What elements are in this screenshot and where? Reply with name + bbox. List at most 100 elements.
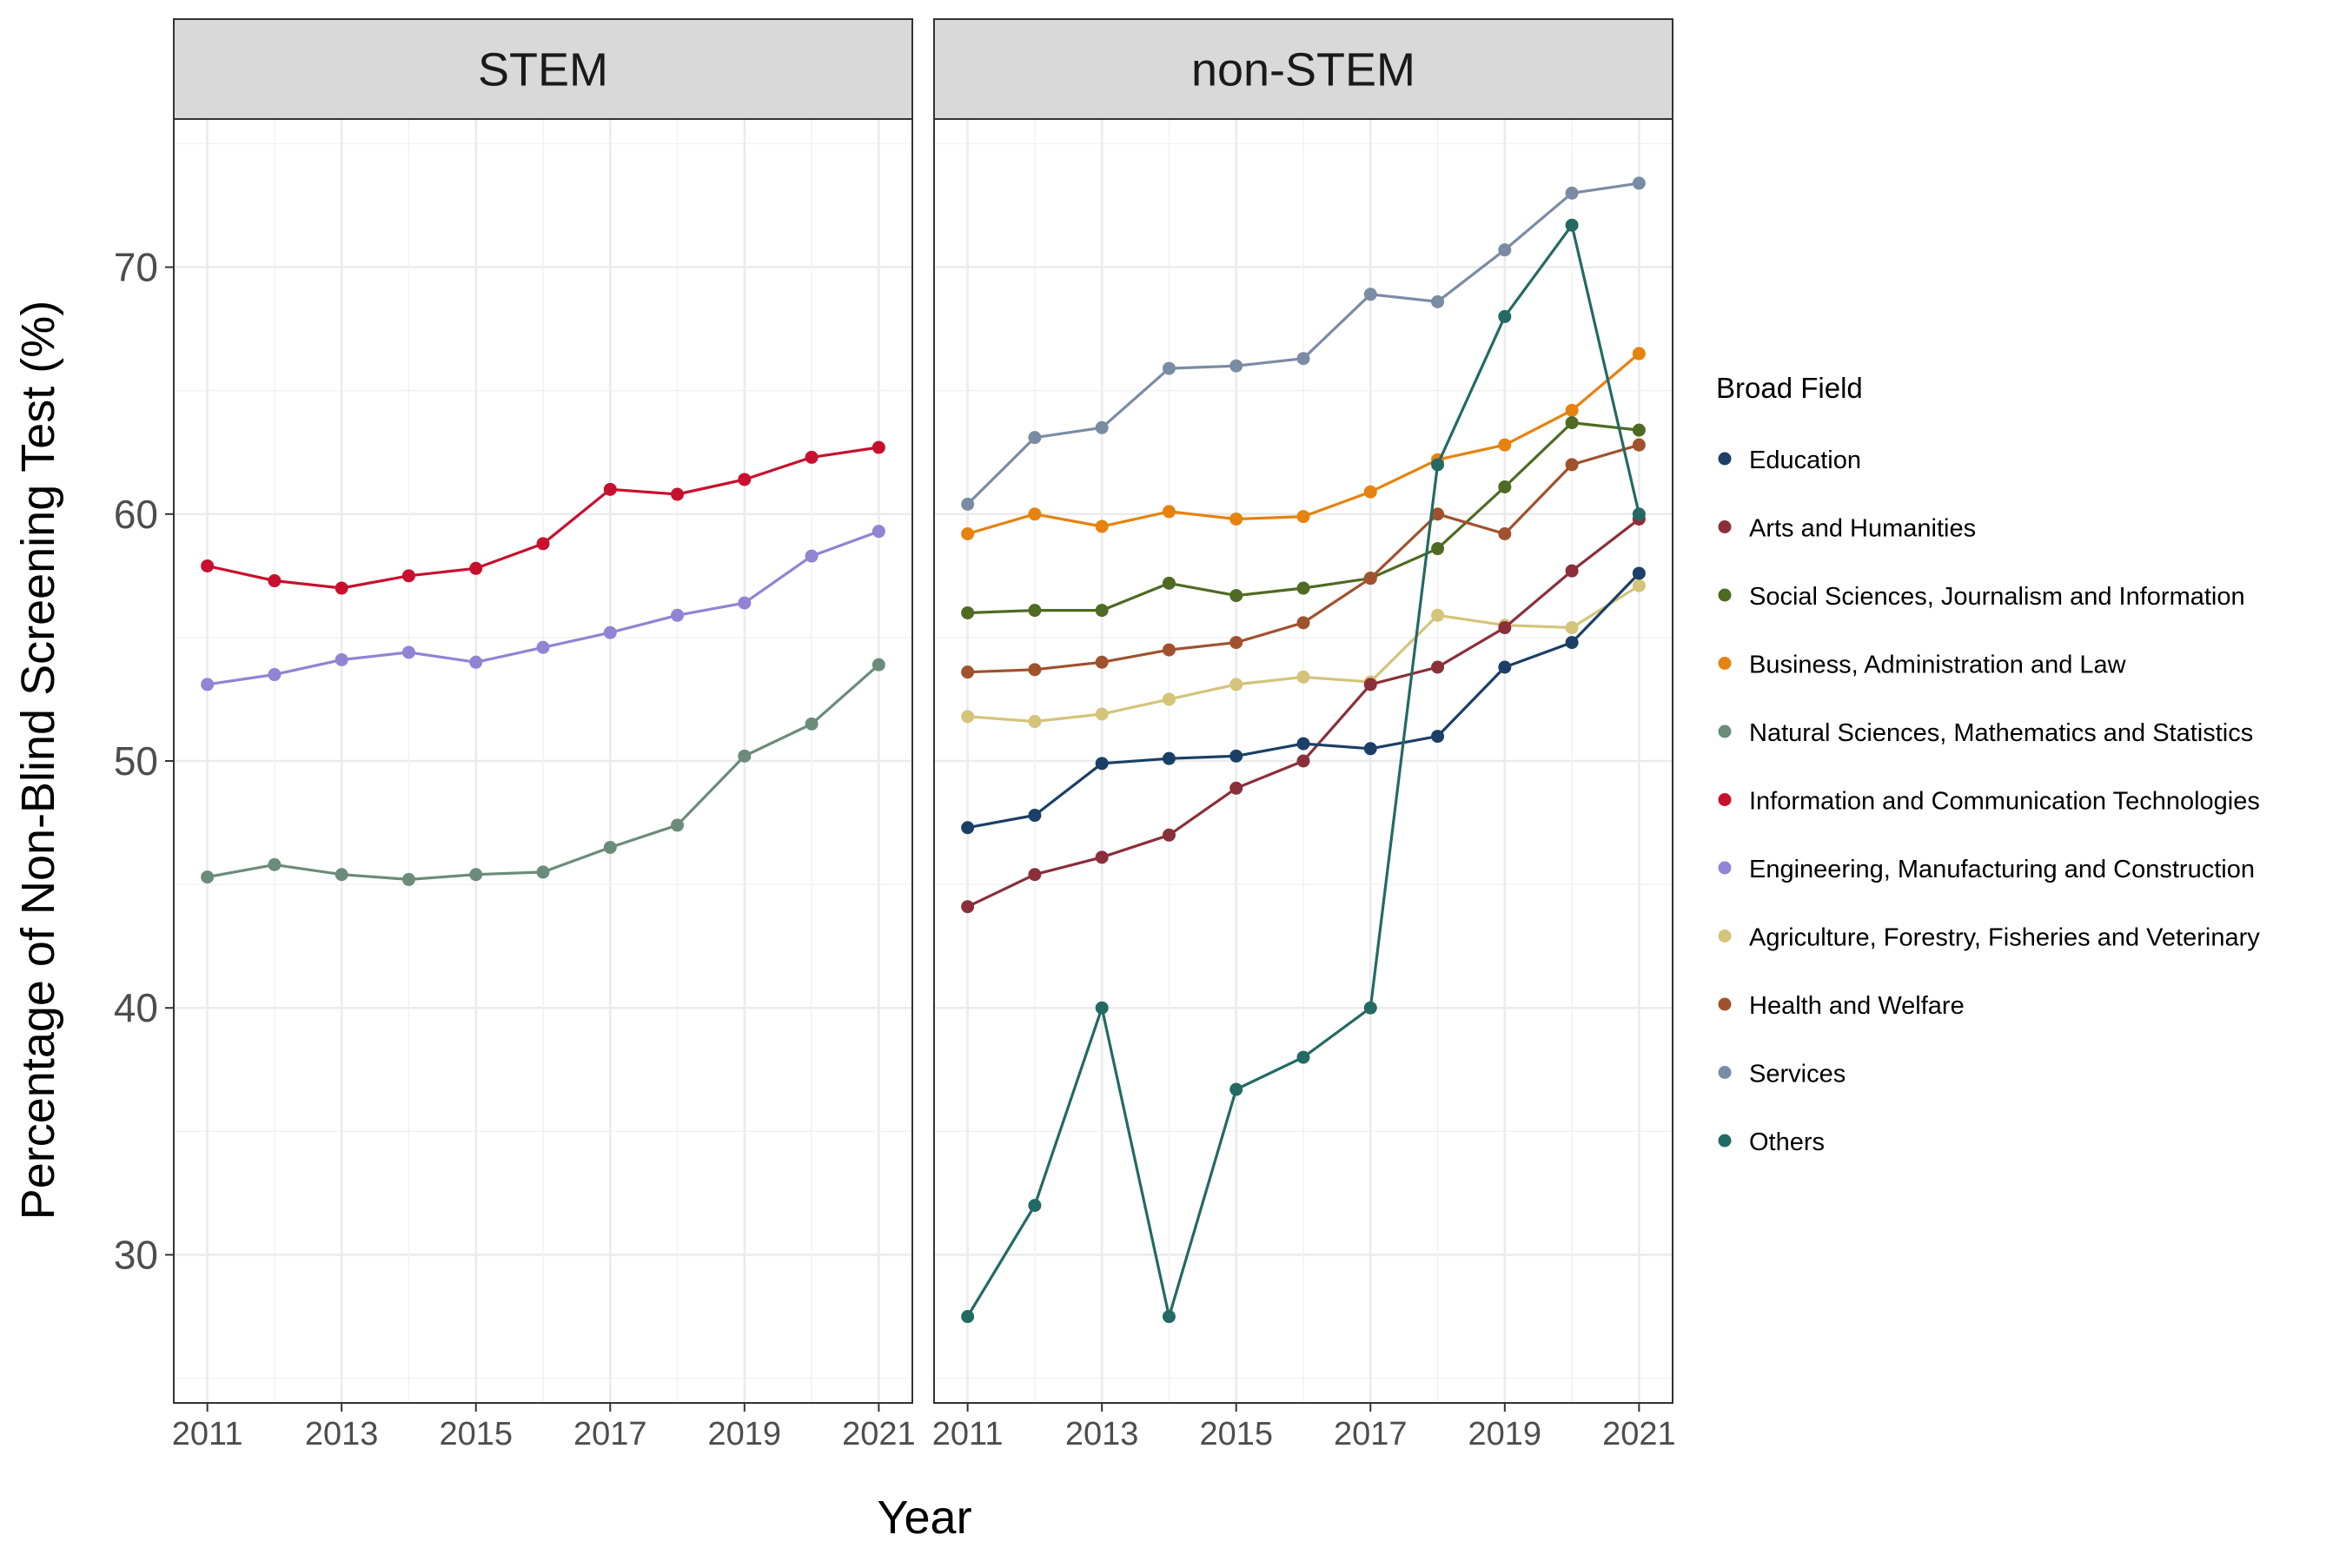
data-point	[603, 840, 617, 854]
data-point	[1632, 423, 1646, 437]
data-point	[1229, 1082, 1243, 1096]
data-point	[268, 668, 282, 682]
data-point	[268, 574, 282, 588]
data-point	[268, 857, 282, 871]
y-tick-label: 60	[114, 492, 158, 537]
series-engineering-manufacturing-and-construction	[201, 525, 885, 691]
data-point	[1632, 347, 1646, 361]
data-point	[961, 821, 975, 835]
legend-entry: Information and Communication Technologi…	[1718, 788, 2260, 816]
data-point	[871, 440, 885, 454]
data-point	[1162, 1310, 1176, 1324]
data-point	[536, 537, 550, 551]
data-point	[738, 596, 752, 610]
x-tick-label: 2017	[1334, 1416, 1408, 1452]
data-point	[805, 450, 818, 464]
data-point	[1095, 757, 1109, 771]
data-point	[401, 872, 415, 886]
data-point	[1229, 512, 1243, 526]
data-point	[1296, 510, 1310, 524]
series-social-sciences-journalism-and-information	[961, 416, 1646, 619]
data-point	[671, 487, 685, 501]
legend: Broad Field Education Arts and Humanities…	[1716, 372, 2260, 1156]
legend-entry: Services	[1718, 1061, 1846, 1088]
data-point	[1229, 359, 1243, 373]
legend-key	[1718, 1066, 1732, 1079]
y-tick-label: 70	[114, 245, 158, 290]
data-point	[1162, 505, 1176, 519]
data-point	[671, 818, 685, 832]
data-point	[871, 658, 885, 672]
data-point	[1431, 660, 1445, 674]
x-tick-label: 2015	[439, 1416, 513, 1452]
data-point	[1498, 527, 1512, 541]
data-point	[1363, 742, 1377, 756]
data-point	[1565, 621, 1579, 635]
data-point	[738, 749, 752, 763]
data-point	[1296, 581, 1310, 595]
legend-key	[1718, 520, 1732, 533]
data-point	[1296, 616, 1310, 630]
data-point	[1162, 361, 1176, 375]
data-point	[201, 678, 215, 691]
legend-entry: Social Sciences, Journalism and Informat…	[1718, 583, 2245, 611]
legend-label: Arts and Humanities	[1749, 515, 1976, 543]
data-point	[603, 482, 617, 496]
legend-key	[1718, 930, 1732, 943]
x-tick-label: 2011	[932, 1416, 1004, 1452]
data-point	[1095, 850, 1109, 864]
data-point	[201, 559, 215, 572]
data-point	[1028, 604, 1042, 618]
series-natural-sciences-mathematics-and-statistics	[201, 658, 885, 886]
x-tick-label: 2013	[305, 1416, 379, 1452]
series-arts-and-humanities	[961, 512, 1646, 914]
data-point	[1431, 730, 1445, 744]
data-point	[1095, 707, 1109, 721]
data-point	[1498, 438, 1512, 452]
data-point	[1498, 480, 1512, 494]
data-point	[1229, 636, 1243, 650]
x-tick-label: 2013	[1065, 1416, 1139, 1452]
legend-label: Business, Administration and Law	[1749, 652, 2127, 679]
y-tick-label: 50	[114, 738, 158, 784]
panel-stem: STEM 2011 2013 2015 2017 2019 2021 30 40 50 60 70	[114, 18, 916, 1452]
legend-key	[1718, 452, 1732, 466]
data-point	[1431, 608, 1445, 622]
data-point	[1296, 737, 1310, 751]
data-point	[401, 569, 415, 583]
data-point	[1162, 751, 1176, 765]
legend-entry: Others	[1718, 1128, 1825, 1156]
data-point	[1431, 542, 1445, 556]
legend-key	[1718, 997, 1732, 1011]
data-point	[1363, 572, 1377, 586]
series-information-and-communication-technologies	[201, 440, 885, 595]
data-point	[805, 717, 818, 731]
legend-key	[1718, 861, 1732, 875]
data-point	[1632, 579, 1646, 592]
data-point	[1296, 1050, 1310, 1064]
legend-entry: Agriculture, Forestry, Fisheries and Vet…	[1718, 924, 2260, 952]
data-point	[1431, 458, 1445, 472]
data-point	[1565, 458, 1579, 472]
panel-border	[933, 118, 1673, 1404]
legend-label: Services	[1749, 1061, 1846, 1088]
legend-label: Engineering, Manufacturing and Construct…	[1749, 856, 2255, 883]
facet-strip	[173, 18, 913, 120]
data-point	[1028, 431, 1042, 445]
x-tick-label: 2019	[1468, 1416, 1542, 1452]
data-point	[1498, 660, 1512, 674]
data-point	[961, 665, 975, 679]
x-tick-label: 2021	[1602, 1416, 1676, 1452]
data-point	[1565, 564, 1579, 578]
facet-strip-label: STEM	[478, 44, 608, 96]
data-point	[1028, 715, 1042, 729]
data-point	[1565, 636, 1579, 650]
data-point	[805, 549, 818, 563]
legend-entry: Business, Administration and Law	[1718, 652, 2127, 679]
facet-strip-label: non-STEM	[1191, 44, 1415, 96]
legend-label: Natural Sciences, Mathematics and Statis…	[1749, 719, 2253, 747]
legend-label: Others	[1749, 1128, 1825, 1156]
data-point	[469, 655, 483, 669]
legend-label: Agriculture, Forestry, Fisheries and Vet…	[1749, 924, 2260, 952]
